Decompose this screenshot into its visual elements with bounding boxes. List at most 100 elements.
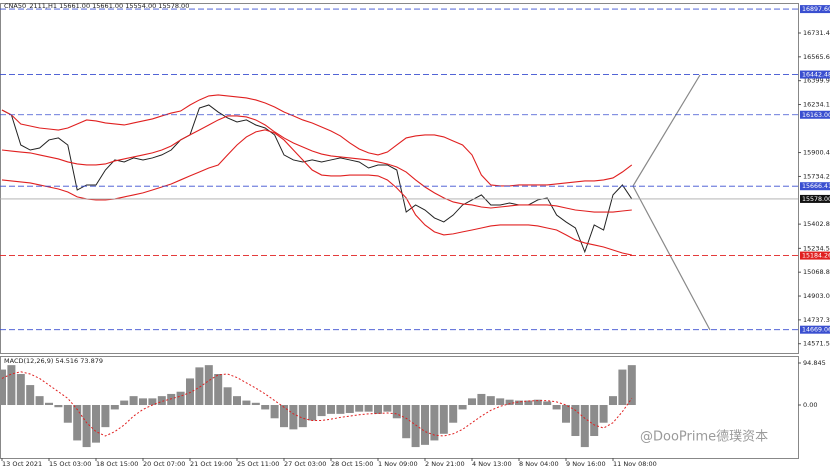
macd-bar xyxy=(110,405,119,410)
macd-bar xyxy=(627,365,636,406)
y-tick-label: 16565.65 xyxy=(803,53,830,61)
macd-bar xyxy=(16,374,25,406)
y-tick-label: 14737.30 xyxy=(803,316,830,324)
x-tick-label: 20 Oct 07:00 xyxy=(143,460,185,468)
x-tick-label: 18 Oct 15:00 xyxy=(96,460,138,468)
y-tick-label: 0.00 xyxy=(803,401,817,409)
y-tick-label: 14571.55 xyxy=(803,340,830,348)
macd-bar xyxy=(176,391,185,406)
x-tick-label: 11 Nov 08:00 xyxy=(613,460,657,468)
level-box xyxy=(800,110,830,119)
macd-bar xyxy=(120,400,129,406)
macd-bar xyxy=(345,405,354,413)
y-tick-label: 15402.85 xyxy=(803,220,830,228)
macd-bar xyxy=(496,398,505,406)
y-tick-label: 16731.40 xyxy=(803,29,830,37)
macd-bar xyxy=(383,405,392,412)
macd-bar xyxy=(599,405,608,423)
chart-title: CNA50_2111,H1 15661.00 15661.00 15554.00… xyxy=(4,2,189,10)
macd-bar xyxy=(477,393,486,406)
macd-bar xyxy=(392,405,401,419)
macd-bar xyxy=(82,405,91,448)
macd-bar xyxy=(317,405,326,417)
x-tick-label: 28 Oct 15:00 xyxy=(331,460,373,468)
x-tick-label: 13 Oct 2021 xyxy=(2,460,42,468)
macd-bar xyxy=(543,401,552,406)
macd-title: MACD(12,26,9) 54.516 73.879 xyxy=(4,357,103,365)
macd-bar xyxy=(552,405,561,410)
macd-bar xyxy=(439,405,448,434)
macd-bar xyxy=(289,405,298,430)
macd-bar xyxy=(139,398,147,406)
macd-bar xyxy=(590,405,599,437)
level-box xyxy=(800,251,830,260)
x-tick-label: 15 Oct 03:00 xyxy=(49,460,91,468)
macd-bar xyxy=(45,402,53,406)
macd-bar xyxy=(458,405,467,410)
macd-frame xyxy=(0,356,799,459)
macd-bar xyxy=(533,399,542,406)
macd-bar xyxy=(515,400,523,406)
band-line xyxy=(1,129,632,256)
level-label: 16897.60 xyxy=(802,6,830,13)
level-box xyxy=(800,70,830,79)
macd-bar xyxy=(129,396,138,406)
macd-bar xyxy=(336,405,345,414)
macd-bar xyxy=(402,405,411,439)
macd-bar xyxy=(233,396,241,406)
macd-bar xyxy=(204,365,213,406)
y-tick-label: 15900.40 xyxy=(803,149,830,157)
macd-bar xyxy=(195,367,204,406)
main-frame xyxy=(0,3,799,354)
y-tick-label: 94.845 xyxy=(803,359,826,367)
macd-bar xyxy=(157,396,166,406)
macd-bar xyxy=(101,405,110,428)
macd-bar xyxy=(505,399,514,406)
macd-bar xyxy=(298,405,307,428)
macd-bar xyxy=(486,396,495,406)
level-label: 16163.00 xyxy=(802,112,830,119)
level-label: 16442.48 xyxy=(802,72,830,79)
x-tick-label: 8 Nov 04:00 xyxy=(519,460,559,468)
macd-bar xyxy=(449,405,458,423)
macd-bar xyxy=(167,393,176,406)
macd-bar xyxy=(242,400,251,406)
x-tick-label: 2 Nov 21:00 xyxy=(425,460,465,468)
macd-bar xyxy=(421,405,429,445)
macd-bar xyxy=(92,405,100,443)
y-tick-label: 15734.25 xyxy=(803,172,830,180)
macd-bar xyxy=(562,405,570,423)
macd-bar xyxy=(355,405,364,412)
macd-bar xyxy=(571,405,580,437)
x-tick-label: 9 Nov 16:00 xyxy=(566,460,606,468)
projection-line xyxy=(632,74,701,187)
macd-bar xyxy=(374,405,382,414)
macd-bar xyxy=(580,405,589,448)
band-line xyxy=(1,115,632,213)
macd-bar xyxy=(609,396,617,406)
macd-bar xyxy=(280,405,288,428)
level-label: 14669.06 xyxy=(802,327,830,334)
level-label: 15578.00 xyxy=(802,196,830,203)
macd-bar xyxy=(261,405,270,410)
macd-bar xyxy=(223,387,232,406)
macd-bar xyxy=(35,396,44,406)
level-box xyxy=(800,182,830,191)
signal-line xyxy=(1,371,633,437)
macd-bar xyxy=(63,405,72,423)
macd-bar xyxy=(524,400,533,406)
macd-bar xyxy=(364,405,373,412)
y-tick-label: 16234.15 xyxy=(803,101,830,109)
macd-bar xyxy=(54,405,63,408)
y-tick-label: 15068.80 xyxy=(803,268,830,276)
x-tick-label: 27 Oct 03:00 xyxy=(284,460,326,468)
x-tick-label: 1 Nov 09:00 xyxy=(378,460,418,468)
macd-bar xyxy=(618,369,627,406)
macd-bar xyxy=(26,385,35,406)
macd-bar xyxy=(73,405,82,441)
macd-bar xyxy=(7,365,16,406)
macd-bar xyxy=(308,405,317,421)
y-tick-label: 16399.90 xyxy=(803,77,830,85)
